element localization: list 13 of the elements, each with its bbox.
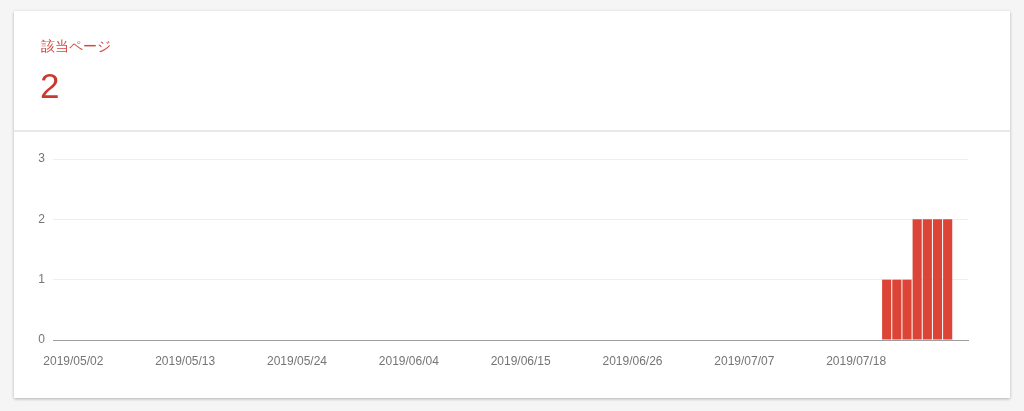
x-tick-label: 2019/07/18 [826, 353, 887, 368]
x-tick-label: 2019/05/13 [155, 353, 216, 368]
chart-title: 該当ページ [41, 38, 111, 55]
y-tick-label: 2 [38, 211, 46, 226]
x-tick-label: 2019/06/15 [490, 353, 552, 368]
x-tick-label: 2019/05/24 [266, 353, 328, 368]
y-tick-label: 1 [38, 271, 46, 286]
x-tick-label: 2019/05/02 [43, 353, 104, 368]
x-tick-label: 2019/07/07 [714, 353, 775, 368]
y-tick-label: 3 [38, 151, 46, 166]
y-tick-label: 0 [38, 332, 46, 347]
x-tick-label: 2019/06/26 [602, 353, 663, 368]
x-tick-label: 2019/06/04 [378, 353, 440, 368]
